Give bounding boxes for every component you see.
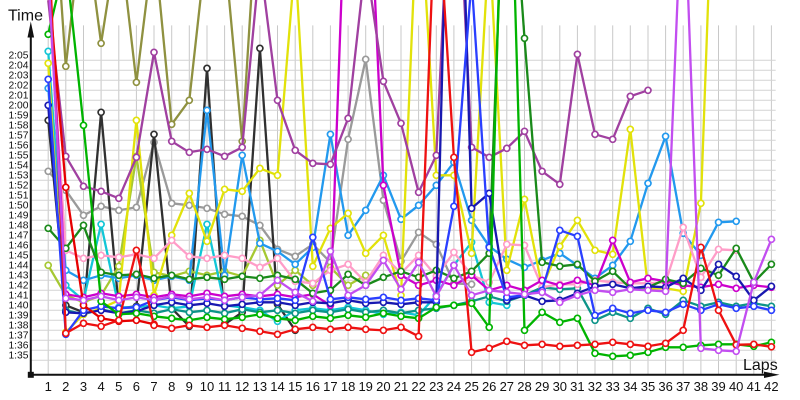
svg-text:24: 24 [447, 379, 461, 394]
svg-text:1:48: 1:48 [8, 221, 28, 232]
svg-text:12: 12 [235, 379, 249, 394]
svg-text:2:04: 2:04 [8, 61, 28, 72]
svg-text:1:42: 1:42 [8, 281, 28, 292]
svg-text:1:51: 1:51 [8, 191, 28, 202]
svg-text:1:37: 1:37 [8, 331, 28, 342]
svg-text:14: 14 [270, 379, 284, 394]
svg-text:33: 33 [605, 379, 619, 394]
svg-text:4: 4 [97, 379, 104, 394]
svg-text:1:38: 1:38 [8, 321, 28, 332]
svg-text:25: 25 [464, 379, 478, 394]
svg-text:15: 15 [288, 379, 302, 394]
svg-text:1:52: 1:52 [8, 181, 28, 192]
svg-text:2:00: 2:00 [8, 101, 28, 112]
svg-text:1:43: 1:43 [8, 271, 28, 282]
svg-text:40: 40 [729, 379, 743, 394]
svg-text:30: 30 [553, 379, 567, 394]
svg-text:1:35: 1:35 [8, 351, 28, 362]
svg-text:1:49: 1:49 [8, 211, 28, 222]
svg-text:1:57: 1:57 [8, 131, 28, 142]
svg-text:21: 21 [394, 379, 408, 394]
svg-text:23: 23 [429, 379, 443, 394]
svg-text:26: 26 [482, 379, 496, 394]
svg-text:1:40: 1:40 [8, 301, 28, 312]
svg-text:1:50: 1:50 [8, 201, 28, 212]
svg-text:Laps: Laps [743, 357, 778, 374]
svg-text:39: 39 [711, 379, 725, 394]
svg-text:1:53: 1:53 [8, 171, 28, 182]
svg-text:22: 22 [411, 379, 425, 394]
svg-text:20: 20 [376, 379, 390, 394]
svg-text:42: 42 [764, 379, 778, 394]
svg-text:34: 34 [623, 379, 637, 394]
svg-text:3: 3 [80, 379, 87, 394]
svg-text:1:41: 1:41 [8, 291, 28, 302]
svg-text:17: 17 [323, 379, 337, 394]
svg-text:37: 37 [676, 379, 690, 394]
svg-text:1: 1 [45, 379, 52, 394]
svg-text:1:46: 1:46 [8, 241, 28, 252]
svg-text:18: 18 [341, 379, 355, 394]
svg-text:1:47: 1:47 [8, 231, 28, 242]
svg-text:16: 16 [306, 379, 320, 394]
svg-text:2:02: 2:02 [8, 81, 28, 92]
svg-text:Time: Time [8, 8, 43, 25]
svg-text:32: 32 [588, 379, 602, 394]
svg-text:41: 41 [747, 379, 761, 394]
svg-text:31: 31 [570, 379, 584, 394]
svg-text:1:45: 1:45 [8, 251, 28, 262]
svg-text:2: 2 [62, 379, 69, 394]
svg-text:7: 7 [150, 379, 157, 394]
svg-text:1:58: 1:58 [8, 121, 28, 132]
svg-text:10: 10 [200, 379, 214, 394]
svg-text:27: 27 [500, 379, 514, 394]
svg-text:5: 5 [115, 379, 122, 394]
svg-text:6: 6 [133, 379, 140, 394]
svg-text:1:36: 1:36 [8, 341, 28, 352]
svg-text:1:39: 1:39 [8, 311, 28, 322]
svg-text:1:54: 1:54 [8, 161, 28, 172]
svg-text:36: 36 [658, 379, 672, 394]
svg-text:9: 9 [186, 379, 193, 394]
svg-text:29: 29 [535, 379, 549, 394]
svg-text:8: 8 [168, 379, 175, 394]
svg-text:13: 13 [253, 379, 267, 394]
svg-text:2:05: 2:05 [8, 51, 28, 62]
svg-text:1:59: 1:59 [8, 111, 28, 122]
svg-text:38: 38 [694, 379, 708, 394]
svg-text:1:56: 1:56 [8, 141, 28, 152]
svg-text:2:01: 2:01 [8, 91, 28, 102]
svg-text:19: 19 [358, 379, 372, 394]
svg-text:2:03: 2:03 [8, 71, 28, 82]
svg-text:11: 11 [218, 379, 232, 394]
svg-text:1:55: 1:55 [8, 151, 28, 162]
svg-text:28: 28 [517, 379, 531, 394]
svg-text:35: 35 [641, 379, 655, 394]
svg-text:1:44: 1:44 [8, 261, 28, 272]
